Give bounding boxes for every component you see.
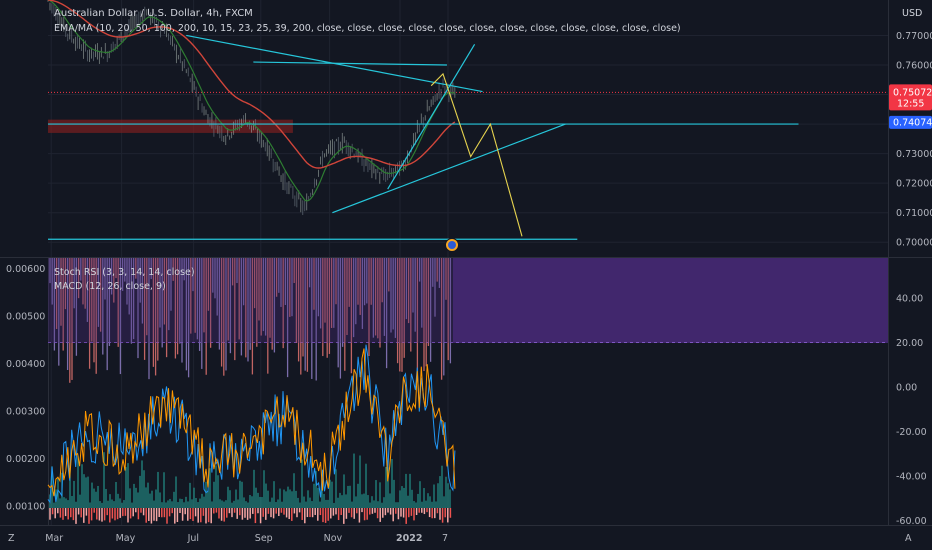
time-tick-label: Mar [45, 533, 63, 544]
macd-tick-label: -40.00 [896, 472, 927, 483]
macd-signal-line [47, 348, 456, 497]
ema-slow-line [47, 0, 456, 169]
macd-tick-label: 0.00 [896, 383, 917, 394]
us-flag-icon-inner [448, 241, 456, 249]
time-axis[interactable]: Mar May Jul Sep Nov 2022 7 [45, 533, 448, 544]
macd-tick-label: 20.00 [896, 338, 923, 349]
time-tick-label: May [116, 533, 136, 544]
time-tick-label: Jul [187, 533, 199, 544]
macd-tick-label: -60.00 [896, 516, 927, 527]
price-tick-label: 0.72000 [896, 179, 932, 190]
trend-line [332, 123, 566, 214]
macd-tick-label: -20.00 [896, 427, 927, 438]
zoom-button[interactable]: Z [8, 533, 15, 544]
ema-legend: EMA/MA (10, 20, 50, 100, 200, 10, 15, 23… [54, 23, 681, 34]
time-tick-label: Nov [324, 533, 343, 544]
price-tick-label: 0.73000 [896, 149, 932, 160]
auto-scale-button[interactable]: A [905, 533, 912, 544]
stoch-rsi-legend: Stoch RSI (3, 3, 14, 14, close) [54, 267, 195, 278]
stoch-tick-label: 0.00600 [6, 264, 45, 275]
stoch-tick-label: 0.00200 [6, 454, 45, 465]
stoch-tick-label: 0.00300 [6, 407, 45, 418]
trend-line [253, 61, 447, 66]
price-tick-label: 0.77000 [896, 31, 932, 42]
level-price-tag [889, 115, 932, 129]
macd-tick-label: 40.00 [896, 294, 923, 305]
indicator-pane [47, 258, 888, 524]
stoch-band [453, 258, 888, 343]
last-price-value: 0.75072 [893, 87, 932, 98]
last-price-tag [889, 84, 932, 111]
stoch-tick-label: 0.00400 [6, 359, 45, 370]
time-tick-label: 7 [442, 533, 448, 544]
stoch-tick-label: 0.00100 [6, 502, 45, 513]
trend-line [387, 44, 476, 190]
level-price-value: 0.74074 [893, 117, 932, 128]
indicator-axis[interactable]: 0.00600 0.00500 0.00400 0.00300 0.00200 0.001… [6, 264, 927, 550]
time-tick-label: 2022 [396, 533, 422, 544]
countdown-value: 12:55 [897, 98, 924, 109]
price-tick-label: 0.70000 [896, 238, 932, 249]
chart-title: Australian Dollar / U.S. Dollar, 4h, FXC… [54, 8, 253, 19]
currency-label[interactable]: USD [902, 8, 923, 19]
price-tick-label: 0.71000 [896, 208, 932, 219]
time-tick-label: Sep [255, 533, 273, 544]
price-pane [47, 0, 888, 252]
projection-path [430, 72, 523, 237]
price-tick-label: 0.76000 [896, 60, 932, 71]
stoch-band-left [48, 258, 453, 343]
stoch-tick-label: 0.00500 [6, 312, 45, 323]
macd-legend: MACD (12, 26, close, 9) [54, 281, 166, 292]
